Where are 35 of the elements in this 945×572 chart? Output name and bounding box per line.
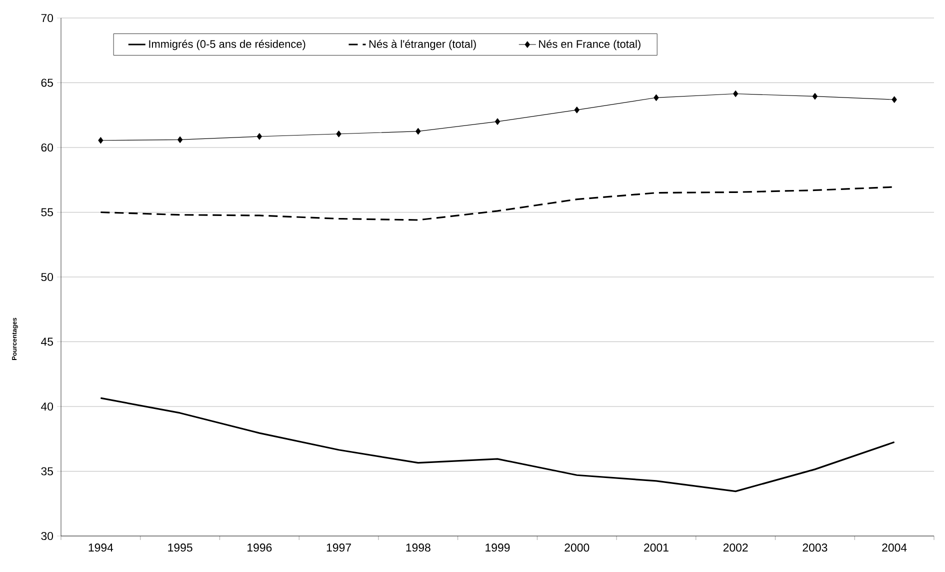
x-tick-label: 2002 [723,544,748,552]
y-tick-label: 35 [41,467,53,476]
point [416,128,421,135]
point [98,137,104,144]
x-tick-label: 1998 [406,544,430,552]
legend-label: Nés à l'étranger (total) [369,40,476,50]
y-tick-label: 65 [41,78,53,87]
x-tick-label: 1995 [168,544,192,552]
x-tick-label: 1999 [486,544,510,552]
x-tick-label: 2001 [644,544,668,552]
x-tick-label: 1997 [326,544,351,552]
point [654,94,659,101]
y-tick-label: 50 [41,272,54,282]
x-tick-label: 2000 [564,544,590,552]
x-tick-label: 2004 [882,544,907,552]
y-tick-label: 30 [41,532,54,540]
y-tick-label: 70 [41,14,54,22]
point [256,133,262,140]
point [336,130,342,138]
x-tick-label: 1994 [88,544,114,552]
y-tick-label: 40 [41,402,54,411]
legend-label: Nés en France (total) [539,40,640,50]
point [733,90,738,98]
legend-label: Immigrés (0-5 ans de résidence) [149,40,306,50]
point [892,96,897,103]
line-series [100,397,896,492]
x-tick-label: 1996 [248,544,272,552]
point [812,93,818,100]
x-tick-label: 2003 [802,544,828,552]
y-tick-label: 60 [41,143,54,152]
y-tick-label: 55 [41,208,53,216]
y-tick-label: 45 [41,338,53,346]
point [177,136,183,144]
point [574,106,580,114]
point [494,118,500,125]
